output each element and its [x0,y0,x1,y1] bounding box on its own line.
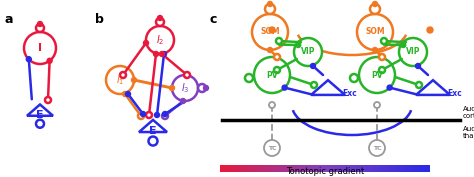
Text: Auditory
cortex: Auditory cortex [463,107,474,119]
Circle shape [369,140,385,156]
Circle shape [269,102,275,108]
Circle shape [267,47,273,53]
Circle shape [269,27,275,33]
Circle shape [159,52,164,56]
Text: c: c [210,13,218,26]
Circle shape [140,112,146,116]
Circle shape [416,64,420,68]
Circle shape [154,52,158,56]
Text: $I_1$: $I_1$ [116,73,124,87]
Circle shape [146,26,174,54]
Circle shape [282,85,287,90]
Text: $I_2$: $I_2$ [156,33,164,47]
Circle shape [120,72,126,78]
Text: a: a [5,13,13,26]
Circle shape [252,14,288,50]
Circle shape [36,24,44,32]
Text: E: E [149,126,157,136]
Text: VIP: VIP [406,47,420,56]
Polygon shape [139,120,167,132]
Circle shape [37,21,43,27]
Text: Auditory
thalamus: Auditory thalamus [463,125,474,138]
Circle shape [126,92,130,96]
Text: E: E [36,110,44,120]
Circle shape [146,112,152,118]
Circle shape [401,42,406,47]
Text: VIP: VIP [301,47,315,56]
Text: Exc: Exc [447,88,462,98]
Circle shape [311,82,317,88]
Circle shape [427,27,433,33]
Circle shape [122,92,128,96]
Circle shape [36,120,44,128]
Circle shape [267,1,273,7]
Circle shape [106,66,134,94]
Polygon shape [311,80,345,95]
Circle shape [181,98,185,104]
Text: $I_3$: $I_3$ [181,81,189,95]
Polygon shape [27,104,53,116]
Text: Exc: Exc [343,88,357,98]
Circle shape [387,85,392,90]
Circle shape [373,1,377,7]
Circle shape [350,74,358,82]
Circle shape [148,136,157,145]
Circle shape [47,58,52,63]
Circle shape [245,74,253,82]
Circle shape [45,97,51,103]
Circle shape [416,82,422,88]
Circle shape [370,4,380,14]
Circle shape [294,38,322,66]
Circle shape [198,84,206,92]
Text: SOM: SOM [260,27,280,36]
Circle shape [373,47,377,53]
Circle shape [156,18,164,26]
Circle shape [131,78,137,82]
Text: PV: PV [266,70,278,79]
Polygon shape [416,80,450,95]
Circle shape [399,38,427,66]
Text: I: I [38,43,42,53]
Circle shape [264,140,280,156]
Text: PV: PV [371,70,383,79]
Circle shape [172,75,198,101]
Circle shape [274,67,280,73]
Circle shape [276,38,282,44]
Circle shape [296,42,301,47]
Text: SOM: SOM [365,27,385,36]
Circle shape [157,16,163,21]
Text: Tonotopic gradient: Tonotopic gradient [286,167,364,176]
Text: TC: TC [373,145,381,150]
Circle shape [254,57,290,93]
Text: TC: TC [268,145,276,150]
Circle shape [26,57,31,62]
Circle shape [163,112,167,116]
Circle shape [274,54,280,60]
Circle shape [138,113,144,119]
Circle shape [162,52,166,56]
Circle shape [381,38,387,44]
Circle shape [359,57,395,93]
Circle shape [170,85,174,90]
Circle shape [155,113,159,118]
Circle shape [24,32,56,64]
Text: b: b [95,13,104,26]
Circle shape [310,64,316,68]
Circle shape [379,54,385,60]
Circle shape [162,113,168,119]
Circle shape [357,14,393,50]
Circle shape [184,72,190,78]
Circle shape [203,85,209,90]
Circle shape [144,41,148,45]
Circle shape [379,67,385,73]
Circle shape [265,4,275,14]
Circle shape [374,102,380,108]
